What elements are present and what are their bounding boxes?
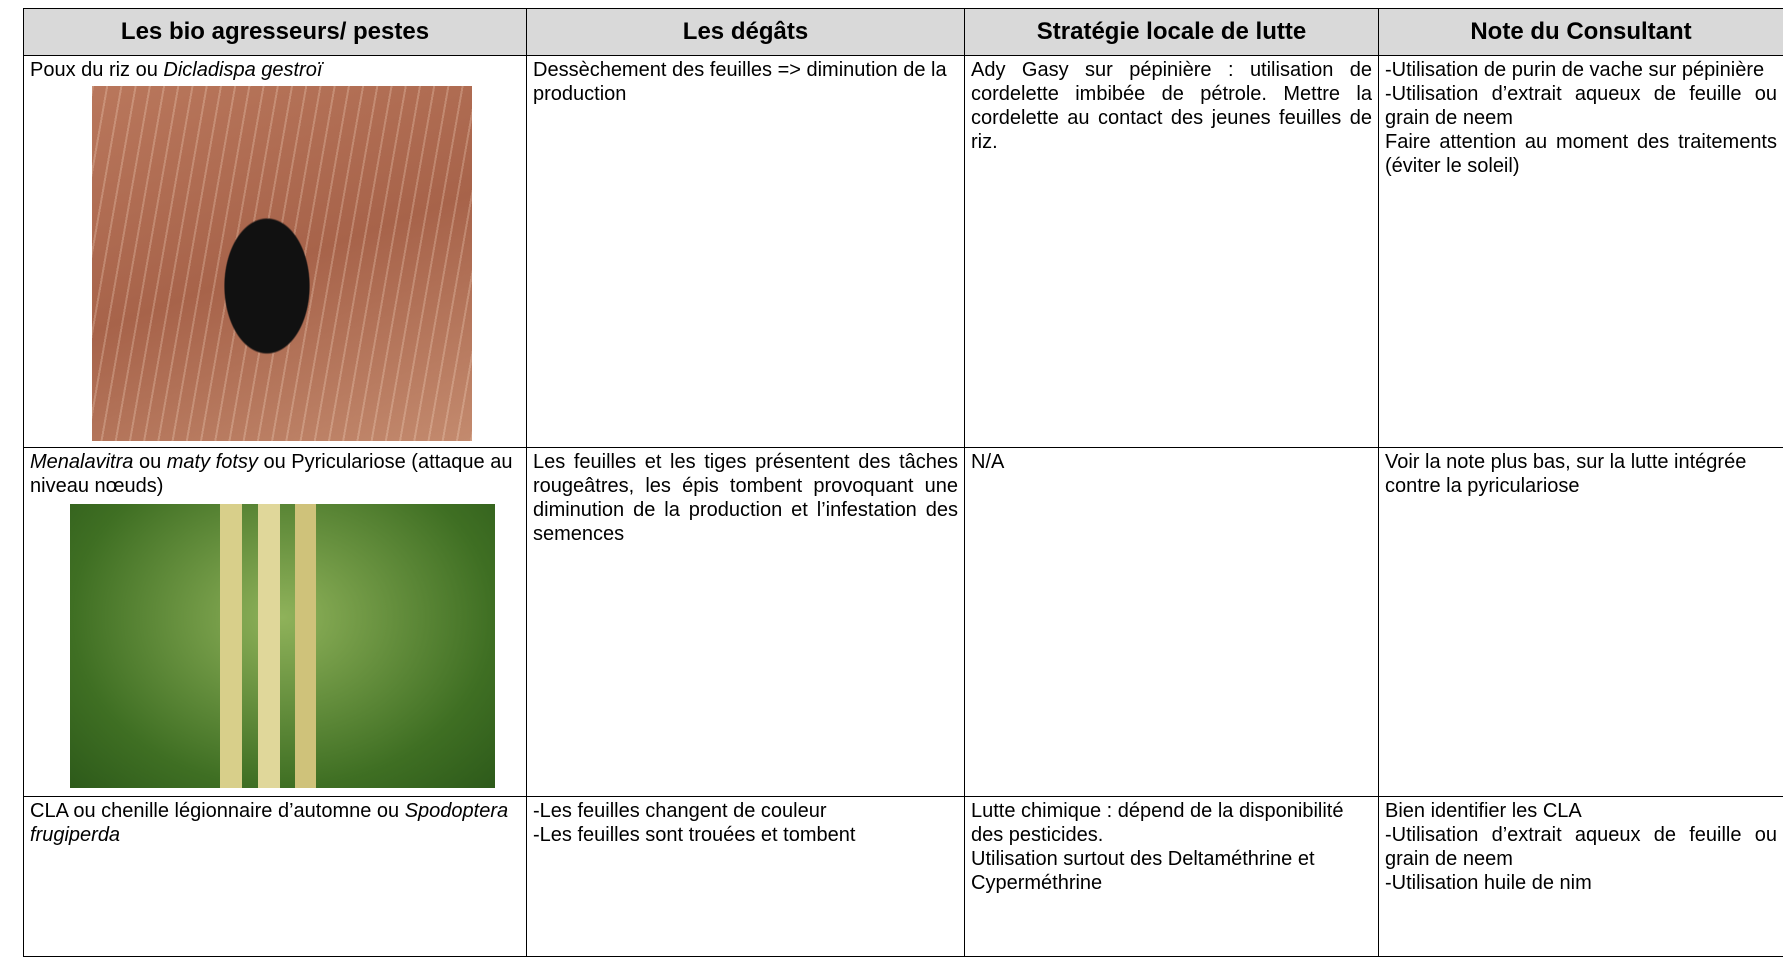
paragraph: Menalavitra ou maty fotsy ou Pyriculario… <box>30 450 520 498</box>
paragraph: -Les feuilles sont trouées et tombent <box>533 823 958 847</box>
text-run: N/A <box>971 451 1004 473</box>
table-cell: Menalavitra ou maty fotsy ou Pyriculario… <box>24 448 527 797</box>
text-run: -Utilisation d’extrait aqueux de feuille… <box>1385 824 1777 870</box>
table-cell: Poux du riz ou Dicladispa gestroï <box>24 56 527 448</box>
column-header: Les bio agresseurs/ pestes <box>24 9 527 56</box>
text-run: Faire attention au moment des traitement… <box>1385 131 1777 177</box>
table-row: Menalavitra ou maty fotsy ou Pyriculario… <box>24 448 1783 797</box>
table-cell: CLA ou chenille légionnaire d’automne ou… <box>24 797 527 957</box>
table-row: Poux du riz ou Dicladispa gestroï Dessèch… <box>24 56 1783 448</box>
column-header: Stratégie locale de lutte <box>965 9 1379 56</box>
text-run: Bien identifier les CLA <box>1385 800 1582 822</box>
text-run: ou <box>133 451 166 473</box>
column-header: Note du Consultant <box>1379 9 1783 56</box>
text-run: -Utilisation huile de nim <box>1385 872 1592 894</box>
text-run: -Les feuilles sont trouées et tombent <box>533 824 855 846</box>
text-run: -Utilisation d’extrait aqueux de feuille… <box>1385 83 1777 129</box>
column-header: Les dégâts <box>527 9 965 56</box>
paragraph: -Utilisation de purin de vache sur pépin… <box>1385 58 1777 82</box>
table-cell: -Utilisation de purin de vache sur pépin… <box>1379 56 1783 448</box>
paragraph: -Utilisation d’extrait aqueux de feuille… <box>1385 82 1777 130</box>
text-run: Voir la note plus bas, sur la lutte inté… <box>1385 451 1746 497</box>
paragraph: Lutte chimique : dépend de la disponibil… <box>971 799 1372 847</box>
text-run: maty fotsy <box>167 451 258 473</box>
paragraph: Faire attention au moment des traitement… <box>1385 130 1777 178</box>
table-cell: Voir la note plus bas, sur la lutte inté… <box>1379 448 1783 797</box>
paragraph: CLA ou chenille légionnaire d’automne ou… <box>30 799 520 847</box>
table-row: CLA ou chenille légionnaire d’automne ou… <box>24 797 1783 957</box>
text-run: Utilisation surtout des Deltaméthrine et… <box>971 848 1315 894</box>
page: Bio agresseurs {"table": { "headers": ["… <box>0 0 1783 935</box>
paragraph: -Les feuilles changent de couleur <box>533 799 958 823</box>
pest-photo <box>92 86 472 441</box>
table-cell: Les feuilles et les tiges présentent des… <box>527 448 965 797</box>
text-run: Poux du riz ou <box>30 59 163 81</box>
pest-photo <box>70 504 495 788</box>
table-cell: -Les feuilles changent de couleur-Les fe… <box>527 797 965 957</box>
text-run: CLA ou chenille légionnaire d’automne ou <box>30 800 405 822</box>
text-run: -Utilisation de purin de vache sur pépin… <box>1385 59 1764 81</box>
paragraph: Utilisation surtout des Deltaméthrine et… <box>971 847 1372 895</box>
text-run: Les feuilles et les tiges présentent des… <box>533 451 958 545</box>
text-run: Dicladispa gestroï <box>163 59 322 81</box>
text-run: Lutte chimique : dépend de la disponibil… <box>971 800 1343 846</box>
table-cell: Lutte chimique : dépend de la disponibil… <box>965 797 1379 957</box>
paragraph: -Utilisation huile de nim <box>1385 871 1777 895</box>
paragraph: Ady Gasy sur pépinière : utilisation de … <box>971 58 1372 154</box>
paragraph: N/A <box>971 450 1372 474</box>
paragraph: Les feuilles et les tiges présentent des… <box>533 450 958 546</box>
paragraph: Poux du riz ou Dicladispa gestroï <box>30 58 520 82</box>
text-run: Menalavitra <box>30 451 133 473</box>
table-cell: Bien identifier les CLA-Utilisation d’ex… <box>1379 797 1783 957</box>
text-run: -Les feuilles changent de couleur <box>533 800 827 822</box>
paragraph: Dessèchement des feuilles => diminution … <box>533 58 958 106</box>
table-cell: N/A <box>965 448 1379 797</box>
paragraph: Voir la note plus bas, sur la lutte inté… <box>1385 450 1777 498</box>
table-cell: Ady Gasy sur pépinière : utilisation de … <box>965 56 1379 448</box>
table-cell: Dessèchement des feuilles => diminution … <box>527 56 965 448</box>
text-run: Dessèchement des feuilles => diminution … <box>533 59 947 105</box>
paragraph: -Utilisation d’extrait aqueux de feuille… <box>1385 823 1777 871</box>
text-run: Ady Gasy sur pépinière : utilisation de … <box>971 59 1372 153</box>
paragraph: Bien identifier les CLA <box>1385 799 1777 823</box>
